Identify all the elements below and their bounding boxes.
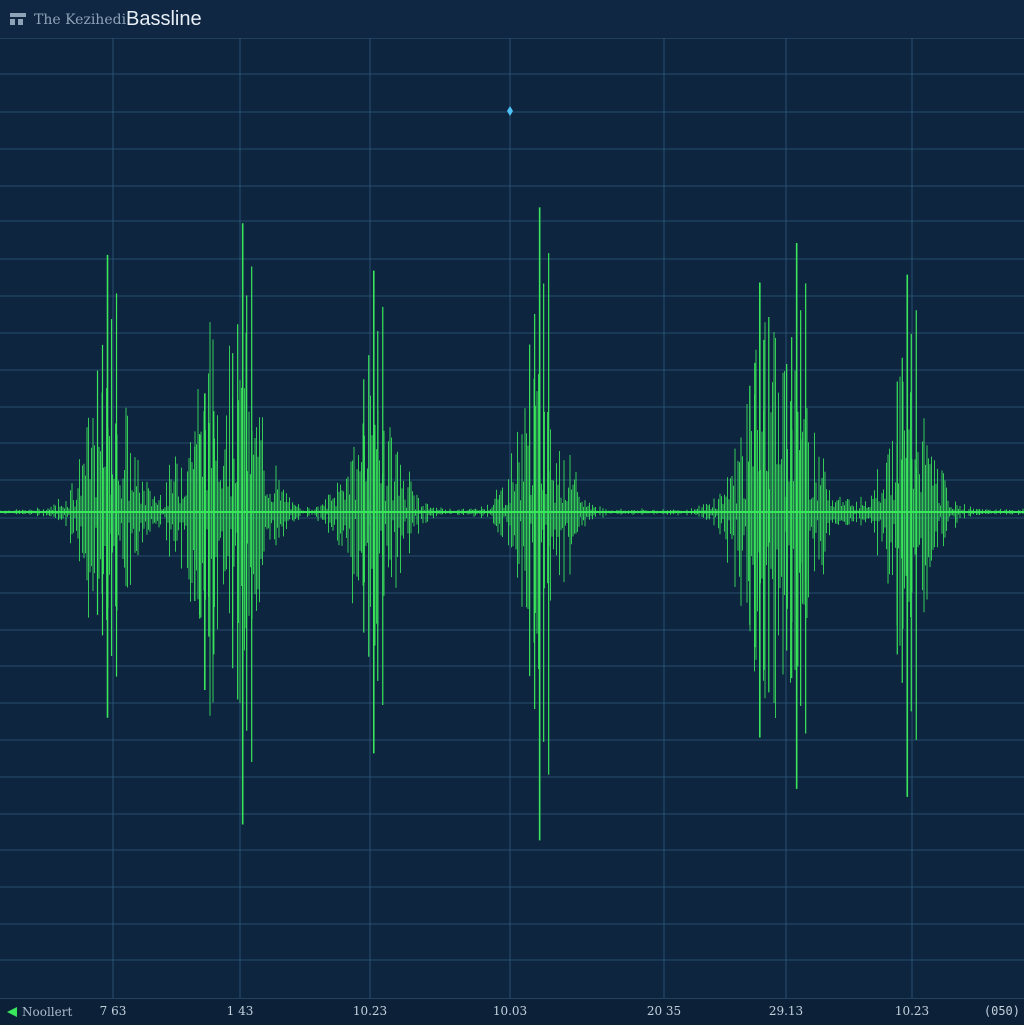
- time-tick-label: 10.03: [492, 1004, 528, 1018]
- position-readout: (050): [983, 1004, 1020, 1018]
- waveform-body: [0, 322, 1024, 718]
- app-icon: [10, 13, 26, 25]
- time-tick-label: 10.23: [352, 1004, 388, 1018]
- time-tick-label: 1 43: [226, 1004, 254, 1018]
- app-name: The Kezihedi: [34, 12, 127, 28]
- time-tick-label: 29.13: [768, 1004, 804, 1018]
- document-title: Bassline: [126, 8, 202, 30]
- play-icon[interactable]: [6, 1006, 18, 1018]
- status-label: Noollert: [22, 1005, 73, 1019]
- playhead-marker: [507, 106, 513, 116]
- time-tick-label: 10.23: [894, 1004, 930, 1018]
- title-bar: The Kezihedi Bassline BS +: [0, 0, 1024, 39]
- status-bar: Noollert 7 63 1 43 10.23 10.03 20 35 29.13 10.…: [0, 998, 1024, 1025]
- waveform-chart: [0, 38, 1024, 998]
- time-tick-label: 20 35: [646, 1004, 682, 1018]
- time-tick-label: 7 63: [99, 1004, 127, 1018]
- waveform-plot[interactable]: [0, 38, 1024, 998]
